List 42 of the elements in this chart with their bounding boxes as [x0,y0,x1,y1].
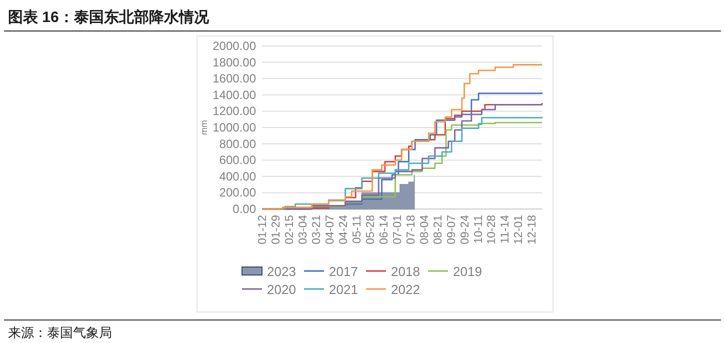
text: 图表 16：泰国东北部降水情况 [8,8,210,26]
y-tick-label: 1200.00 [212,104,256,118]
x-tick-label: 03-21 [310,215,323,244]
y-tick-label: 2000.00 [212,39,256,53]
x-tick-label: 02-15 [284,215,296,244]
x-tick-label: 09-07 [446,215,458,244]
x-tick-label: 09-24 [459,214,472,244]
legend-label: 2019 [453,264,482,279]
x-tick-label: 12-18 [526,215,539,244]
legend-label: 2023 [267,264,296,279]
x-tick-label: 05-28 [364,215,377,244]
y-tick-label: 600.00 [219,153,256,168]
x-tick-label: 08-04 [418,214,431,244]
y-tick-label: 1400.00 [212,88,256,102]
x-tick-label: 10-28 [486,215,498,244]
x-tick-label: 04-24 [338,214,350,244]
x-tick-label: 06-14 [378,214,390,244]
x-tick-label: 05-11 [351,215,364,244]
y-tick-label: 200.00 [219,186,256,200]
x-tick-label: 01-29 [270,215,282,244]
legend-label: 2021 [329,282,358,297]
x-tick-label: 07-18 [405,215,418,244]
y-tick-label: 0.00 [232,202,256,216]
y-tick-label: 1800.00 [212,55,256,70]
legend-label: 2022 [391,282,420,297]
x-tick-label: 08-21 [432,215,444,244]
x-tick-label: 01-12 [257,215,269,244]
x-tick-label: 07-01 [392,215,404,244]
y-tick-label: 1600.00 [212,72,256,86]
x-tick-label: 11-14 [500,214,512,244]
source-note: 来源：泰国气象局 [8,325,112,340]
y-axis-title: mm [199,120,209,135]
legend-label: 2017 [329,264,358,279]
x-tick-label: 03-04 [297,214,310,244]
y-tick-label: 1000.00 [212,120,256,134]
y-tick-label: 400.00 [219,169,256,184]
x-tick-label: 12-01 [513,215,526,244]
legend-label: 2018 [391,264,420,279]
y-tick-label: 800.00 [219,136,256,151]
x-tick-label: 10-11 [472,215,485,244]
legend-label: 2020 [267,282,296,297]
x-tick-label: 04-07 [324,215,336,244]
